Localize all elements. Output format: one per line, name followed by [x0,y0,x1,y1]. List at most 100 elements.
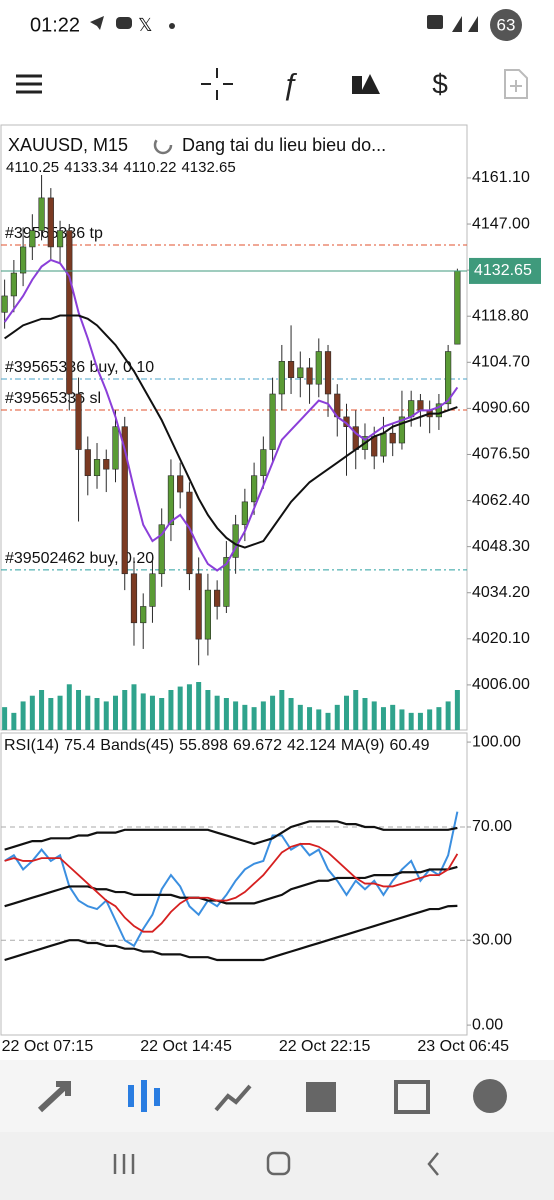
system-nav [0,1132,554,1200]
volume-bar [57,695,63,730]
volume-bar [260,701,266,730]
volume-bar [251,707,257,730]
ohlc-info: 4110.25 4133.34 4110.22 4132.65 [6,159,236,176]
candle-body [195,573,202,640]
moving-average [4,314,458,549]
order-label: #39565336 sl [5,390,101,407]
candle-body [454,270,461,345]
bottom-nav [0,1060,554,1132]
quotes-tab[interactable] [37,1081,71,1113]
price-tag-label: 4132.65 [474,262,532,279]
clock: 01:22 [30,14,80,36]
volume-bar [11,712,17,730]
menu-button[interactable] [16,74,42,94]
candle-body [324,351,332,395]
volume-bar [113,695,118,730]
volume-bar [380,707,386,730]
news-tab[interactable] [394,1080,430,1114]
trade-tab[interactable] [214,1084,252,1112]
volume-bar [205,690,211,730]
indicator-button[interactable]: ƒ [282,68,299,101]
recents-button[interactable] [113,1154,135,1174]
y-tick-label: 4161.10 [472,169,530,186]
volume-bar [454,690,460,730]
candle-body [214,589,221,607]
price-tag [469,257,541,284]
candle-body [149,573,156,607]
ohlc-value: 4110.22 [123,159,176,176]
volume-bar [390,704,396,730]
y-tick-label: 30.00 [472,931,512,948]
volume-bar [279,690,285,730]
series-value: 69.672 [233,737,282,754]
volume-bar [66,684,72,730]
crosshair-button[interactable] [201,68,233,100]
candle-body [47,197,54,248]
series-value: 42.124 [287,737,336,754]
candle-body [371,436,378,457]
candle-body [177,475,184,493]
candle-body [66,230,73,395]
volume-bar [223,698,229,730]
chart-subtitle: Dang tai du lieu bieu do... [182,135,386,155]
loading-spinner [153,135,173,155]
indicator-header: RSI(14) 75.4 Bands(45) 55.898 69.672 42.124 MA… [4,737,430,754]
candle-body [75,393,82,450]
svg-text:𝕏: 𝕏 [138,15,153,35]
y-tick-label: 4076.50 [472,446,530,463]
plot: 4161.104147.004132.904118.804104.704090.… [1,159,541,1055]
candle-body [223,557,230,607]
objects-button[interactable] [352,74,380,94]
volume-bar [344,695,349,730]
candle-body [29,230,36,248]
series-name: Bands(45) [100,737,174,754]
candle-body [278,361,285,395]
volume-bar [196,682,202,730]
volume-bar [186,684,192,730]
y-tick-label: 100.00 [472,733,521,750]
candle-body [1,295,8,313]
new-order-button[interactable] [504,69,528,99]
volume-bar [39,690,45,730]
volume-bar [371,701,377,730]
messages-tab[interactable] [473,1079,507,1113]
volume-bar [288,698,294,730]
volume-bar [242,704,248,730]
candle-body [435,403,443,418]
y-tick-label: 4104.70 [472,354,530,371]
volume-bar [103,701,109,730]
volume-bar [76,690,82,730]
toolbar: ƒ $ [16,68,528,101]
volume-bar [20,701,26,730]
volume-bar [362,698,368,730]
band-line [4,865,458,908]
candle-body [140,606,147,624]
candle-body [112,426,119,470]
volume-bar [2,707,8,730]
volume-bar [48,698,54,730]
chart-tab[interactable] [128,1080,160,1112]
y-tick-label: 4062.40 [472,492,530,509]
candle-body [389,432,396,444]
candle-body [130,573,138,624]
candle-body [251,475,258,503]
history-tab[interactable] [306,1082,336,1112]
candle-body [287,361,295,378]
candle-body [445,351,452,405]
trade-button[interactable]: $ [432,68,448,99]
candle-body [269,393,276,450]
y-tick-label: 70.00 [472,818,512,835]
candle-body [19,246,27,274]
x-tick-label: 22 Oct 07:15 [2,1038,94,1055]
volume-bar [408,712,414,730]
back-button[interactable] [427,1152,439,1176]
indicator-line [4,811,459,948]
band-line [4,820,458,851]
volume-bar [149,695,155,730]
series-name: MA(9) [341,737,385,754]
home-button[interactable] [266,1151,291,1176]
volume-bar [353,690,359,730]
volume-bar [436,707,442,730]
